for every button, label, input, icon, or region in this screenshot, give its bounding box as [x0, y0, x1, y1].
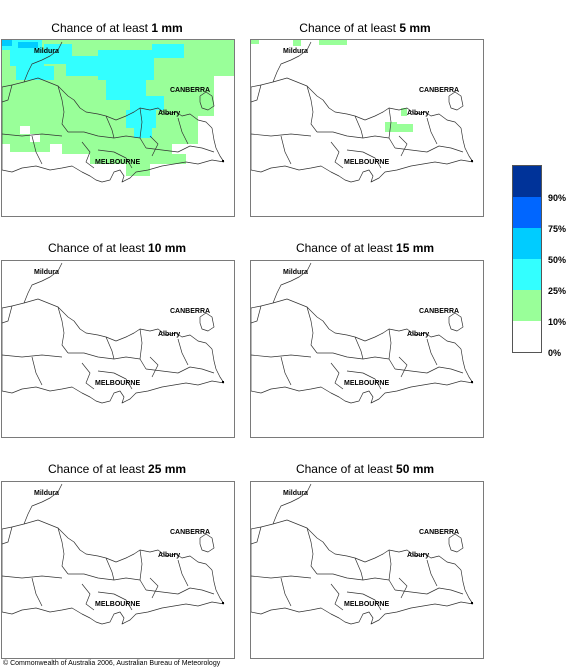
legend-swatch-90 — [513, 166, 541, 197]
coast-marker-dot — [471, 381, 473, 383]
legend-swatch-50 — [513, 228, 541, 259]
panel-2-map: Mildura CANBERRA Albury MELBOURNE — [250, 39, 484, 217]
victoria-map-outline — [251, 483, 474, 625]
legend-tick-10: 10% — [548, 317, 567, 327]
panel-4-map: Mildura CANBERRA Albury MELBOURNE — [250, 260, 484, 438]
panel-5-title: Chance of at least 25 mm — [47, 462, 187, 476]
victoria-map-outline — [2, 262, 225, 404]
place-label-albury: Albury — [158, 110, 181, 117]
panel-6-title: Chance of at least 50 mm — [295, 462, 435, 476]
place-label-canberra: CANBERRA — [419, 308, 460, 315]
place-label-albury: Albury — [407, 552, 430, 559]
place-label-melbourne: MELBOURNE — [344, 601, 390, 608]
legend-swatch-75 — [513, 197, 541, 228]
place-label-albury: Albury — [407, 110, 430, 117]
place-label-melbourne: MELBOURNE — [95, 601, 141, 608]
place-label-mildura: Mildura — [34, 490, 59, 497]
victoria-map-outline — [251, 40, 474, 183]
place-label-albury: Albury — [407, 331, 430, 338]
coast-marker-dot — [222, 602, 224, 604]
place-label-canberra: CANBERRA — [419, 529, 460, 536]
place-label-albury: Albury — [158, 552, 181, 559]
legend-swatch-0 — [513, 321, 541, 352]
place-label-melbourne: MELBOURNE — [344, 159, 390, 166]
place-label-canberra: CANBERRA — [170, 529, 211, 536]
panel-1-title: Chance of at least 1 mm — [51, 21, 183, 35]
panel-5-map: Mildura CANBERRA Albury MELBOURNE — [1, 481, 235, 659]
place-label-melbourne: MELBOURNE — [95, 380, 141, 387]
place-label-mildura: Mildura — [34, 269, 59, 276]
place-label-mildura: Mildura — [283, 48, 308, 55]
legend-tick-25: 25% — [548, 286, 567, 296]
victoria-map-outline — [2, 40, 234, 183]
panel-6-map: Mildura CANBERRA Albury MELBOURNE — [250, 481, 484, 659]
place-label-mildura: Mildura — [283, 490, 308, 497]
place-label-melbourne: MELBOURNE — [344, 380, 390, 387]
coast-marker-dot — [222, 160, 224, 162]
panel-4-title: Chance of at least 15 mm — [295, 241, 435, 255]
legend-swatch-10 — [513, 290, 541, 321]
legend-tick-75: 75% — [548, 224, 567, 234]
place-label-canberra: CANBERRA — [170, 87, 211, 94]
place-label-mildura: Mildura — [283, 269, 308, 276]
legend-tick-50: 50% — [548, 255, 567, 265]
legend-tick-90: 90% — [548, 193, 567, 203]
coast-marker-dot — [471, 160, 473, 162]
legend-tick-0: 0% — [548, 348, 562, 358]
place-label-melbourne: MELBOURNE — [95, 159, 141, 166]
victoria-map-outline — [2, 483, 225, 625]
coast-marker-dot — [222, 381, 224, 383]
copyright-notice: © Commonwealth of Australia 2006, Austra… — [3, 660, 221, 667]
victoria-map-outline — [251, 262, 474, 404]
place-label-mildura: Mildura — [34, 48, 59, 55]
panel-2-title: Chance of at least 5 mm — [299, 21, 431, 35]
legend-swatch-25 — [513, 259, 541, 290]
place-label-canberra: CANBERRA — [419, 87, 460, 94]
legend-colorbar — [512, 165, 542, 353]
place-label-albury: Albury — [158, 331, 181, 338]
panel-1-map: Mildura CANBERRA Albury MELBOURNE — [1, 39, 235, 217]
coast-marker-dot — [471, 602, 473, 604]
panel-3-title: Chance of at least 10 mm — [47, 241, 187, 255]
panel-3-map: Mildura CANBERRA Albury MELBOURNE — [1, 260, 235, 438]
place-label-canberra: CANBERRA — [170, 308, 211, 315]
